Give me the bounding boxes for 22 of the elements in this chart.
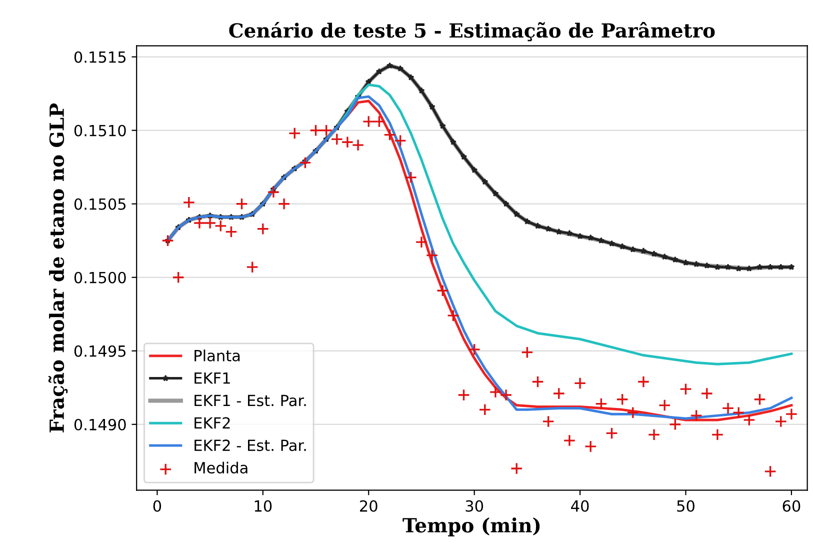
x-axis-title: Tempo (min) [402,518,540,536]
x-tick-label: 30 [466,500,484,512]
y-tick-label: 0.1510 [74,124,126,136]
x-tick-label: 10 [254,500,272,512]
chart-title: Cenário de teste 5 - Estimação de Parâmetro [229,22,715,42]
x-tick-label: 50 [677,500,694,512]
y-tick-label: 0.1515 [74,51,126,63]
legend-label: EKF1 [194,372,230,384]
x-tick-label: 60 [782,500,800,512]
x-tick-label: 40 [571,500,589,512]
y-tick-label: 0.1495 [74,345,126,357]
y-axis-title: Fração molar de etano no GLP [48,103,68,432]
x-tick-label: 0 [153,500,162,512]
y-tick-label: 0.1500 [74,272,126,284]
legend-label: EKF2 [194,417,230,428]
y-tick-label: 0.1490 [74,418,126,430]
legend-label: Planta [194,350,240,362]
legend-label: Medida [194,462,248,474]
x-tick-label: 20 [360,500,378,512]
legend-label: EKF1 - Est. Par. [194,394,306,406]
legend-label: EKF2 - Est. Par. [194,440,306,452]
y-tick-label: 0.1505 [74,198,126,210]
